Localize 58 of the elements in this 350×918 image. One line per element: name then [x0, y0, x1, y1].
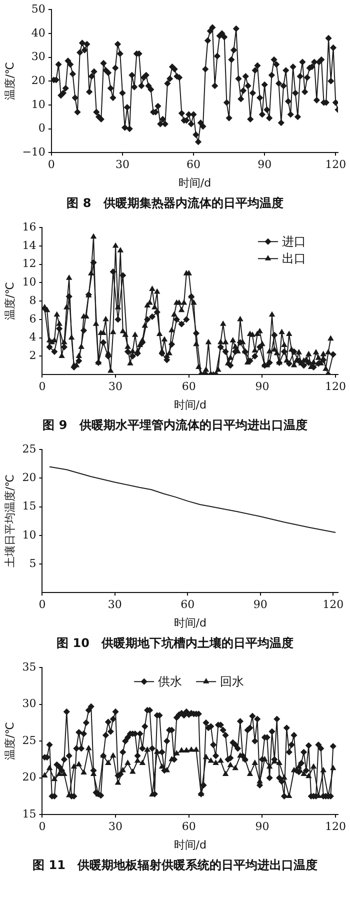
y-axis-title: 温度/℃ [3, 62, 16, 100]
x-axis-title: 时间/d [174, 398, 206, 412]
y-tick-label: 30 [31, 50, 46, 64]
y-tick-label: 20 [31, 74, 46, 87]
y-tick-label: 30 [22, 697, 36, 710]
y-axis-title: 温度/℃ [3, 282, 16, 320]
x-tick-label: 0 [48, 158, 55, 172]
x-tick-label: 60 [186, 158, 201, 172]
y-tick-label: 25 [22, 734, 36, 747]
y-tick-label: 15 [22, 807, 36, 820]
y-tick-label: 4 [29, 330, 36, 344]
y-tick-label: 16 [22, 220, 36, 234]
x-axis-title: 时间/d [174, 838, 206, 852]
y-tick-label: 8 [29, 294, 36, 307]
x-tick-label: 120 [325, 158, 346, 172]
x-tick-label: 60 [180, 598, 195, 612]
x-tick-label: 90 [253, 598, 268, 612]
legend-label: 回水 [220, 674, 244, 689]
y-tick-label: 10 [22, 528, 36, 542]
y-tick-label: 12 [22, 257, 36, 270]
x-tick-label: 90 [258, 158, 272, 172]
legend-label: 进口 [282, 234, 306, 249]
x-axis-title: 时间/d [178, 176, 212, 190]
legend-label: 出口 [282, 252, 306, 266]
x-tick-label: 120 [322, 598, 344, 612]
y-axis-title: 土壤日平均温度/℃ [3, 474, 16, 568]
y-tick-label: 20 [22, 471, 36, 484]
y-axis-title: 温度/℃ [3, 722, 16, 760]
text: 图 9 供暖期水平埋管内流体的日平均进出口温度 [42, 417, 308, 434]
y-tick-label: 6 [29, 312, 36, 326]
y-tick-label: 14 [22, 238, 36, 252]
y-tick-label: 35 [22, 660, 36, 674]
x-tick-label: 60 [182, 820, 196, 834]
x-tick-label: 60 [182, 380, 196, 394]
x-tick-label: 30 [115, 158, 130, 172]
x-tick-label: 120 [325, 820, 346, 834]
y-tick-label: 20 [22, 770, 36, 784]
text: 图 10 供暖期地下坑槽内土壤的日平均温度 [56, 635, 294, 652]
y-tick-label: 50 [31, 2, 46, 16]
legend-label: 供水 [158, 674, 182, 689]
y-tick-label: 2 [29, 349, 36, 362]
x-tick-label: 30 [108, 598, 122, 612]
y-tick-label: −10 [22, 145, 46, 158]
x-tick-label: 90 [255, 820, 270, 834]
y-tick-label: 15 [22, 500, 36, 513]
x-tick-label: 30 [108, 380, 123, 394]
text: 图 8 供暖期集热器内流体的日平均温度 [66, 195, 284, 212]
y-tick-label: 25 [22, 442, 36, 456]
y-tick-label: 10 [31, 98, 46, 111]
y-tick-label: 40 [31, 26, 46, 40]
y-tick-label: 10 [22, 276, 36, 289]
x-tick-label: 120 [325, 380, 346, 394]
text: 图 11 供暖期地板辐射供暖系统的日平均进出口温度 [32, 857, 318, 874]
y-tick-label: 0 [38, 122, 46, 135]
x-tick-label: 90 [255, 380, 270, 394]
x-axis-title: 时间/d [174, 616, 206, 630]
y-tick-label: 5 [29, 556, 36, 570]
x-tick-label: 30 [108, 820, 123, 834]
